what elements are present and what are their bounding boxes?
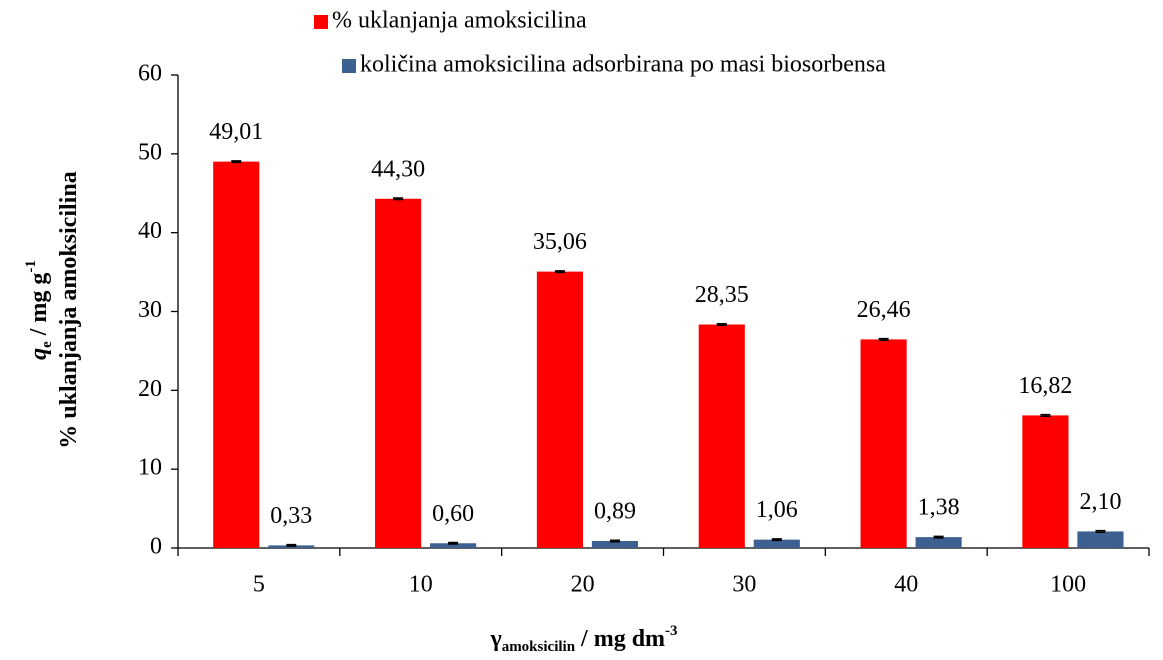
bar: [915, 537, 962, 548]
bar: [1077, 531, 1124, 548]
error-bar: [716, 322, 727, 327]
error-bar: [554, 270, 565, 274]
legend-swatch: [342, 59, 356, 73]
error-bar: [609, 539, 620, 543]
data-label: 35,06: [533, 229, 587, 255]
y-tick-label: 20: [138, 376, 162, 402]
error-bar: [933, 535, 944, 539]
error-bar: [1095, 529, 1106, 533]
label-part: -3: [665, 623, 678, 639]
x-tick-label: 10: [409, 572, 433, 598]
error-bar: [286, 543, 297, 547]
bar: [698, 324, 745, 548]
data-label: 1,38: [918, 495, 960, 521]
y-axis-label: qe / mg g-1: [23, 260, 55, 360]
x-tick-label: 100: [1050, 572, 1086, 598]
error-bar: [393, 197, 404, 201]
label-part: / mg dm: [575, 626, 665, 652]
data-label: 26,46: [857, 297, 911, 323]
error-bar: [771, 538, 782, 542]
label-part: % uklanjanja amoksicilina: [56, 171, 82, 448]
y-tick-label: 10: [138, 455, 162, 481]
error-bar: [771, 538, 782, 542]
error-bar: [448, 541, 459, 545]
error-bar: [286, 543, 297, 547]
bar: [375, 198, 422, 549]
data-label: 44,30: [371, 156, 425, 182]
legend-label: % uklanjanja amoksicilina: [332, 8, 587, 34]
x-tick-label: 20: [571, 572, 595, 598]
y-tick-label: 0: [150, 534, 162, 560]
label-part: / mg g: [26, 273, 52, 342]
error-bar: [231, 160, 242, 164]
y-tick-label: 40: [138, 218, 162, 244]
label-part: e: [39, 341, 55, 348]
legend-label: količina amoksicilina adsorbirana po mas…: [360, 52, 886, 78]
error-bar: [1095, 529, 1106, 533]
legend-swatch: [314, 15, 328, 29]
bar: [536, 271, 583, 548]
x-tick-label: 30: [732, 572, 756, 598]
label-part: -1: [23, 260, 39, 273]
x-tick-label: 5: [253, 572, 265, 598]
error-bar: [448, 541, 459, 545]
x-tick-label: 40: [894, 572, 918, 598]
y-axis-label: % uklanjanja amoksicilina: [56, 171, 82, 448]
error-bar: [1040, 413, 1051, 417]
error-bar: [1040, 413, 1051, 417]
data-label: 49,01: [209, 119, 263, 145]
label-part: amoksicilin: [502, 639, 576, 655]
bar: [430, 543, 477, 548]
error-bar: [554, 270, 565, 274]
bar: [753, 539, 800, 548]
bar: [591, 540, 639, 548]
error-bar: [231, 160, 242, 164]
label-part: γ: [489, 626, 501, 652]
error-bar: [878, 337, 889, 341]
label-part: q: [26, 348, 52, 360]
y-tick-label: 60: [138, 61, 162, 87]
data-label: 0,89: [594, 498, 636, 524]
error-bar: [933, 535, 944, 539]
data-label: 0,60: [432, 501, 474, 527]
data-label: 16,82: [1018, 373, 1072, 399]
bar: [860, 339, 907, 548]
bar: [1022, 415, 1069, 548]
error-bar: [609, 539, 620, 543]
data-label: 28,35: [695, 282, 749, 308]
data-label: 1,06: [756, 497, 798, 523]
y-tick-label: 50: [138, 139, 162, 165]
data-label: 2,10: [1079, 489, 1121, 515]
bar: [213, 161, 260, 549]
error-bar: [878, 337, 889, 341]
y-tick-label: 30: [138, 297, 162, 323]
x-axis-label: γamoksicilin / mg dm-3: [489, 623, 677, 655]
error-bar: [716, 322, 727, 327]
error-bar: [393, 197, 404, 201]
data-label: 0,33: [270, 503, 312, 529]
